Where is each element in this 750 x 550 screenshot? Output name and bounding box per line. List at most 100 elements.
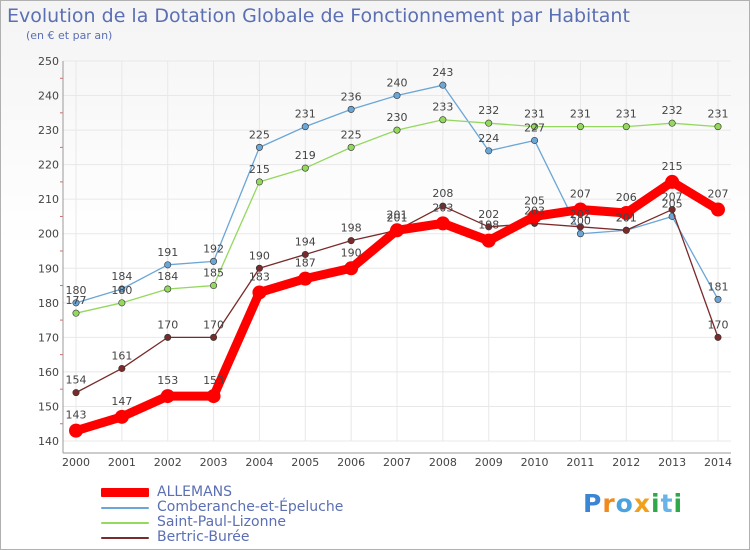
data-label-saint-paul-lizonne-2014: 231 [708,108,729,121]
point-saint-paul-lizonne-2001 [118,299,126,307]
data-label-saint-paul-lizonne-2004: 215 [249,163,270,176]
data-label-comberanche-et-peluche-2006: 236 [341,90,362,103]
point-saint-paul-lizonne-2000 [72,309,80,317]
legend-item-comberanche-et-peluche: Comberanche-et-Épeluche [101,500,343,515]
point-allemans-2007 [390,223,404,238]
data-label-allemans-2014: 207 [708,188,729,201]
data-label-allemans-2013: 215 [662,160,683,173]
data-label-comberanche-et-peluche-2000: 180 [66,284,87,297]
y-tick-label-170: 170 [38,331,59,344]
point-saint-paul-lizonne-2012 [622,123,630,131]
brand-letter: i [651,489,661,518]
data-label-allemans-2004: 183 [249,270,270,283]
data-label-bertric-bur-e-2012: 201 [616,211,637,224]
data-label-bertric-bur-e-2013: 207 [662,191,683,204]
point-allemans-2009 [481,233,496,248]
point-bertric-bur-e-2009 [485,223,493,231]
data-label-saint-paul-lizonne-2006: 225 [341,128,362,141]
brand-letter: o [615,489,634,518]
x-tick-label-2007: 2007 [383,456,411,469]
point-allemans-2010 [527,209,542,224]
x-tick-label-2008: 2008 [429,456,457,469]
data-label-bertric-bur-e-2007: 201 [387,211,408,224]
y-tick-label-200: 200 [38,228,59,241]
point-comberanche-et-peluche-2000 [72,299,80,307]
data-label-comberanche-et-peluche-2013: 205 [662,197,683,210]
point-bertric-bur-e-2011 [576,223,584,231]
x-tick-label-2010: 2010 [521,456,549,469]
point-bertric-bur-e-2001 [118,364,126,372]
data-label-comberanche-et-peluche-2010: 227 [524,121,545,134]
data-label-bertric-bur-e-2001: 161 [111,349,132,362]
x-tick-label-2009: 2009 [475,456,503,469]
data-label-allemans-2012: 206 [616,191,637,204]
point-allemans-2000 [69,423,83,438]
data-label-comberanche-et-peluche-2012: 201 [616,211,637,224]
data-label-comberanche-et-peluche-2004: 225 [249,128,270,141]
point-saint-paul-lizonne-2007 [393,126,401,134]
data-label-allemans-2003: 153 [203,374,224,387]
data-label-allemans-2001: 147 [111,395,132,408]
x-tick-label-2014: 2014 [704,456,732,469]
data-label-saint-paul-lizonne-2012: 231 [616,108,637,121]
point-saint-paul-lizonne-2003 [210,282,218,290]
x-tick-label-2011: 2011 [566,456,594,469]
point-bertric-bur-e-2008 [439,202,447,210]
x-tick-label-2012: 2012 [612,456,640,469]
chart-legend: ALLEMANS Comberanche-et-Épeluche Saint-Pau… [101,485,343,545]
legend-label-comberanche-et-peluche: Comberanche-et-Épeluche [157,499,344,515]
data-label-saint-paul-lizonne-2005: 219 [295,149,316,162]
point-allemans-2008 [435,216,450,231]
point-comberanche-et-peluche-2001 [118,285,126,293]
data-label-bertric-bur-e-2006: 198 [341,222,362,235]
legend-label-allemans: ALLEMANS [157,484,233,500]
y-tick-label-190: 190 [38,262,59,275]
y-tick-label-180: 180 [38,297,59,310]
point-saint-paul-lizonne-2009 [485,119,493,127]
point-saint-paul-lizonne-2008 [439,116,447,124]
point-allemans-2004 [252,285,267,300]
point-bertric-bur-e-2014 [714,333,722,341]
legend-swatch-comberanche-et-peluche [101,506,149,509]
point-saint-paul-lizonne-2011 [576,123,584,131]
point-saint-paul-lizonne-2010 [531,123,539,131]
x-tick-label-2000: 2000 [62,456,90,469]
point-bertric-bur-e-2005 [301,250,309,258]
y-tick-label-250: 250 [38,55,59,68]
data-label-bertric-bur-e-2005: 194 [295,235,316,248]
point-saint-paul-lizonne-2013 [668,119,676,127]
legend-swatch-bertric-bur-e [101,536,149,539]
data-label-bertric-bur-e-2010: 203 [524,204,545,217]
brand-letter: i [673,489,684,518]
data-label-bertric-bur-e-2000: 154 [66,374,87,387]
legend-swatch-allemans [101,488,149,497]
x-tick-label-2013: 2013 [658,456,686,469]
x-tick-label-2006: 2006 [337,456,365,469]
y-tick-label-140: 140 [38,435,59,448]
data-label-saint-paul-lizonne-2001: 180 [111,284,132,297]
point-allemans-2013 [665,174,680,189]
legend-label-bertric-bur-e: Bertric-Burée [157,529,250,545]
data-label-comberanche-et-peluche-2011: 200 [570,215,591,228]
point-saint-paul-lizonne-2006 [347,143,355,151]
brand-logo: Proxiti [583,489,683,518]
point-allemans-2003 [206,389,221,404]
data-label-bertric-bur-e-2009: 202 [478,208,499,221]
point-allemans-2012 [619,206,634,220]
legend-item-saint-paul-lizonne: Saint-Paul-Lizonne [101,515,343,530]
data-label-comberanche-et-peluche-2002: 191 [157,246,178,259]
point-allemans-2006 [344,261,359,276]
data-label-allemans-2002: 153 [157,374,178,387]
legend-label-saint-paul-lizonne: Saint-Paul-Lizonne [157,514,286,530]
data-label-bertric-bur-e-2004: 190 [249,249,270,262]
x-tick-label-2004: 2004 [245,456,273,469]
chart-subtitle: (en € et par an) [26,29,113,42]
data-label-saint-paul-lizonne-2000: 177 [66,294,87,307]
point-comberanche-et-peluche-2003 [210,257,218,265]
legend-item-allemans: ALLEMANS [101,485,343,500]
point-comberanche-et-peluche-2008 [439,81,447,89]
data-label-comberanche-et-peluche-2007: 240 [387,77,408,90]
point-bertric-bur-e-2000 [72,389,80,397]
